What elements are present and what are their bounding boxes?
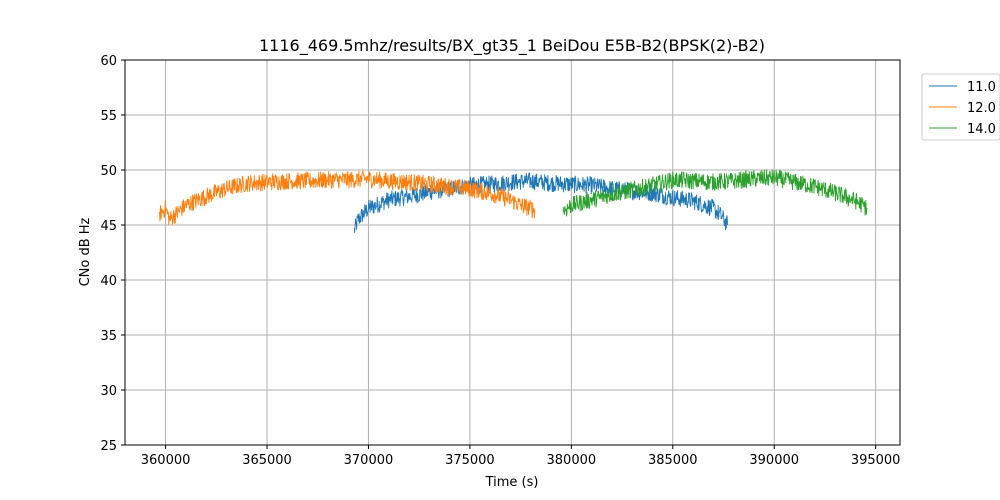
- x-tick-label: 395000: [851, 453, 901, 468]
- y-tick-label: 45: [100, 219, 117, 234]
- legend-label: 12.0: [967, 101, 996, 116]
- x-tick-label: 390000: [749, 453, 799, 468]
- x-tick-label: 360000: [141, 453, 191, 468]
- x-axis-label: Time (s): [485, 475, 539, 490]
- series-line-12.0: [159, 170, 536, 226]
- y-tick-label: 40: [100, 274, 117, 289]
- series-line-11.0: [353, 172, 729, 233]
- y-tick-label: 60: [100, 54, 117, 69]
- y-tick-label: 50: [100, 164, 117, 179]
- y-tick-label: 30: [100, 384, 117, 399]
- y-tick-label: 55: [100, 109, 117, 124]
- x-tick-label: 370000: [344, 453, 394, 468]
- y-axis-ticks: 25 30 35 40 45 50 55 60: [100, 54, 125, 454]
- y-tick-label: 35: [100, 329, 117, 344]
- grid-lines: [125, 59, 900, 446]
- legend-label: 11.0: [967, 80, 996, 95]
- plot-frame: [124, 59, 901, 446]
- chart-title: 1116_469.5mhz/results/BX_gt35_1 BeiDou E…: [259, 36, 765, 56]
- series-layer: [159, 169, 868, 233]
- x-tick-label: 380000: [547, 453, 597, 468]
- x-tick-label: 385000: [648, 453, 698, 468]
- series-line-14.0: [562, 169, 868, 217]
- legend-label: 14.0: [967, 122, 996, 137]
- y-tick-label: 25: [100, 439, 117, 454]
- x-tick-label: 375000: [445, 453, 495, 468]
- legend: 11.0 12.0 14.0: [921, 73, 1000, 141]
- legend-box: [921, 73, 1000, 141]
- y-axis-label: CNo dB Hz: [78, 217, 93, 286]
- x-tick-label: 365000: [242, 453, 292, 468]
- x-axis-ticks: 360000 365000 370000 375000 380000 385000 3900…: [141, 445, 901, 468]
